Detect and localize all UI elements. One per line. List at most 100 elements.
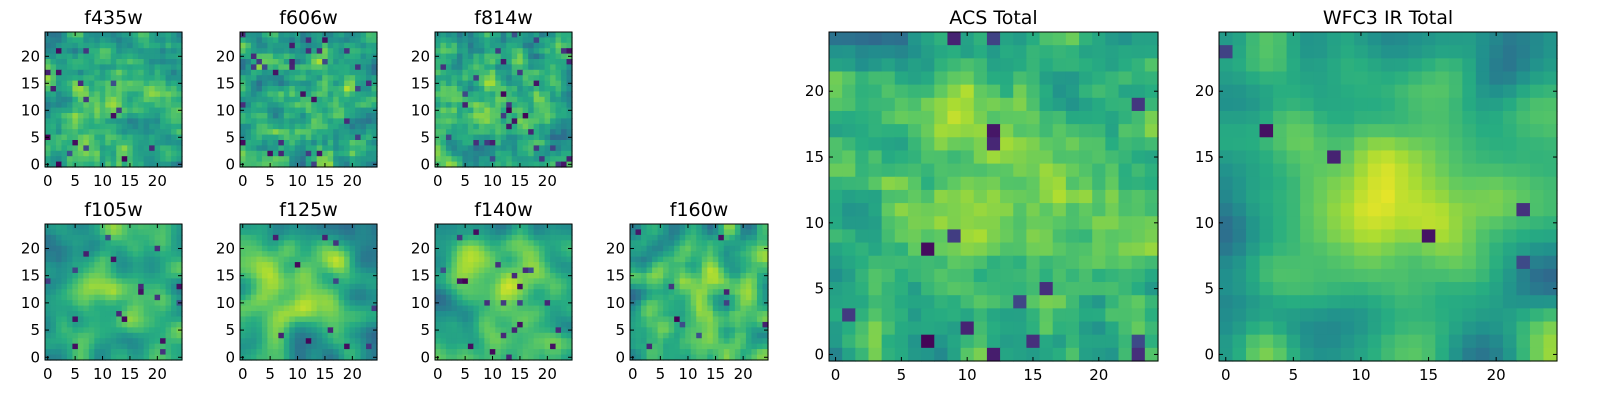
heatmap-cell <box>478 102 485 109</box>
heatmap-cell <box>88 134 95 141</box>
heatmap-cell <box>467 86 474 92</box>
heatmap-cell <box>894 124 909 138</box>
heatmap-cell <box>696 343 703 350</box>
heatmap-cell <box>467 91 474 98</box>
heatmap-cell <box>630 278 637 285</box>
heatmap-cell <box>283 91 290 98</box>
heatmap-cell <box>272 354 279 361</box>
heatmap-cell <box>762 278 769 285</box>
heatmap-cell <box>283 161 290 168</box>
heatmap-cell <box>283 234 290 241</box>
heatmap-cell <box>960 163 975 178</box>
heatmap-cell <box>110 150 117 157</box>
heatmap-cell <box>371 42 378 49</box>
heatmap-cell <box>294 123 301 130</box>
heatmap-cell <box>77 256 84 263</box>
heatmap-cell <box>143 251 150 258</box>
heatmap-cell <box>289 316 296 323</box>
heatmap-cell <box>322 75 329 82</box>
heatmap-cell <box>55 300 63 307</box>
heatmap-cell <box>435 86 442 92</box>
heatmap-cell <box>707 283 714 290</box>
heatmap-cell <box>121 75 128 82</box>
heatmap-cell <box>762 332 769 339</box>
heatmap-cell <box>473 332 480 339</box>
heatmap-cell <box>105 327 112 334</box>
heatmap-cell <box>500 86 507 92</box>
heatmap-cell <box>360 64 367 71</box>
heatmap-cell <box>305 32 312 38</box>
heatmap-cell <box>256 64 263 71</box>
heatmap-cell <box>489 234 496 241</box>
heatmap-cell <box>267 134 274 141</box>
heatmap-cell <box>154 283 161 290</box>
heatmap-cell <box>511 42 518 49</box>
heatmap-cell <box>511 354 518 361</box>
heatmap-cell <box>333 327 340 334</box>
heatmap-cell <box>506 300 513 307</box>
heatmap-cell <box>305 354 312 361</box>
heatmap-cell <box>855 110 870 125</box>
heatmap-cell <box>116 80 123 87</box>
heatmap-cell <box>127 283 134 290</box>
heatmap-cell <box>316 129 323 136</box>
heatmap-cell <box>261 32 268 38</box>
heatmap-cell <box>528 289 535 296</box>
heatmap-cell <box>690 294 697 301</box>
heatmap-cell <box>110 156 117 163</box>
heatmap-cell <box>72 321 79 328</box>
heatmap-cell <box>333 251 340 258</box>
heatmap-cell <box>344 69 351 76</box>
heatmap-cell <box>294 316 301 323</box>
heatmap-cell <box>561 283 568 290</box>
heatmap-cell <box>718 224 725 231</box>
heatmap-cell <box>77 343 84 350</box>
heatmap-cell <box>1052 176 1067 191</box>
heatmap-cell <box>66 64 73 71</box>
heatmap-cell <box>94 327 101 334</box>
heatmap-cell <box>921 97 935 112</box>
heatmap-cell <box>539 283 546 290</box>
heatmap-cell <box>484 283 491 290</box>
heatmap-cell <box>77 80 84 87</box>
heatmap-cell <box>707 251 714 258</box>
heatmap-cell <box>50 118 57 125</box>
heatmap-cell <box>55 240 63 247</box>
heatmap-cell <box>657 256 664 263</box>
heatmap-cell <box>495 229 502 236</box>
heatmap-cell <box>517 86 524 92</box>
heatmap-cell <box>641 256 648 263</box>
heatmap-cell <box>1105 45 1120 59</box>
heatmap-cell <box>300 134 307 141</box>
heatmap-cell <box>456 118 463 125</box>
x-tick-label: 5 <box>265 365 275 383</box>
heatmap-cell <box>110 240 117 247</box>
heatmap-cell <box>489 278 496 285</box>
heatmap-cell <box>256 256 263 263</box>
heatmap-cell <box>630 240 637 247</box>
heatmap-cell <box>734 256 741 263</box>
heatmap-cell <box>94 123 101 130</box>
heatmap-cell <box>685 251 692 258</box>
heatmap-cell <box>674 240 681 247</box>
heatmap-cell <box>267 272 274 279</box>
heatmap-cell <box>451 262 458 269</box>
heatmap-cell <box>360 229 367 236</box>
heatmap-cell <box>674 321 681 328</box>
heatmap-cell <box>657 245 664 252</box>
heatmap-cell <box>445 229 453 236</box>
heatmap-cell <box>355 134 362 141</box>
heatmap-cell <box>484 32 491 38</box>
heatmap-cell <box>1065 124 1080 138</box>
heatmap-cell <box>132 262 139 269</box>
heatmap-cell <box>729 251 736 258</box>
heatmap-cell <box>511 305 518 312</box>
heatmap-cell <box>110 305 117 312</box>
heatmap-cell <box>506 267 513 274</box>
heatmap-cell <box>462 349 469 356</box>
heatmap-cell <box>868 58 883 73</box>
heatmap-cell <box>734 332 741 339</box>
heatmap-cell <box>61 294 68 301</box>
heatmap-cell <box>663 327 670 334</box>
heatmap-cell <box>445 145 453 152</box>
